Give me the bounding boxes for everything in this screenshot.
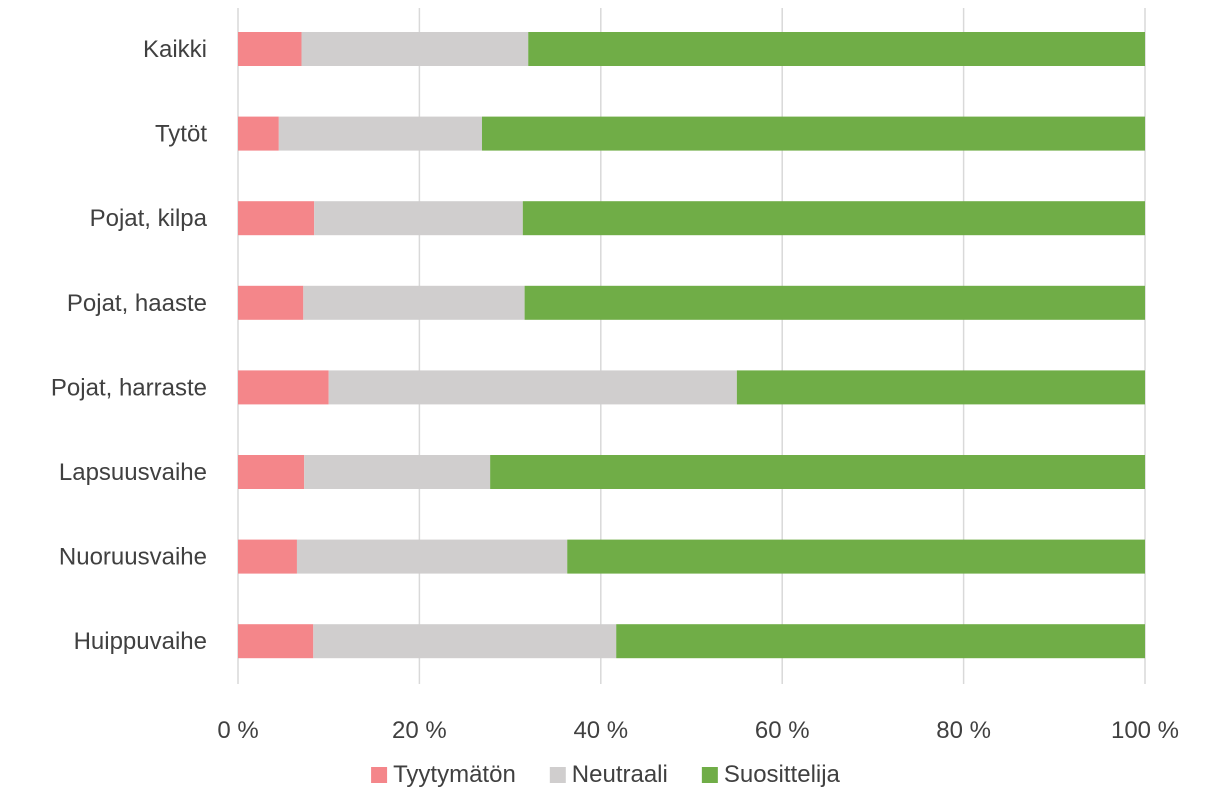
bar-segment-tyytymätön-0: [238, 32, 302, 66]
category-label: Lapsuusvaihe: [59, 459, 207, 486]
bar-segment-suosittelija-0: [528, 32, 1145, 66]
category-label: Kaikki: [143, 36, 207, 63]
category-label: Nuoruusvaihe: [59, 544, 207, 571]
category-label: Pojat, kilpa: [90, 205, 208, 232]
x-tick-label: 60 %: [755, 717, 810, 744]
gridlines: [237, 8, 1146, 684]
legend-swatch: [701, 767, 718, 783]
category-label: Huippuvaihe: [74, 628, 207, 655]
category-label: Pojat, haaste: [67, 290, 207, 317]
bar-segment-suosittelija-5: [490, 455, 1145, 489]
x-tick-label: 40 %: [573, 717, 628, 744]
category-labels: Kaikki Tytöt Pojat, kilpa Pojat, haaste Poja…: [51, 36, 208, 655]
legend: Tyytymätön Neutraali Suosittelija: [371, 761, 841, 788]
legend-item: Suosittelija: [701, 761, 841, 788]
category-label: Tytöt: [155, 121, 207, 148]
bar-segment-tyytymätön-7: [238, 624, 314, 659]
bar-segment-suosittelija-7: [616, 624, 1145, 659]
bar-segment-neutraali-6: [296, 539, 568, 574]
bar-segment-neutraali-2: [314, 201, 523, 236]
bars: [238, 32, 1145, 659]
legend-item: Tyytymätön: [371, 761, 516, 788]
legend-label: Suosittelija: [724, 761, 841, 788]
x-tick-label: 0 %: [217, 717, 258, 744]
bar-segment-tyytymätön-5: [238, 455, 305, 489]
x-tick-labels: 0 % 20 % 40 % 60 % 80 % 100 %: [217, 717, 1179, 744]
bar-segment-suosittelija-2: [522, 201, 1145, 236]
bar-segment-tyytymätön-4: [238, 370, 329, 405]
x-tick-label: 80 %: [936, 717, 991, 744]
legend-swatch: [371, 767, 388, 783]
legend-item: Neutraali: [549, 761, 668, 788]
bar-segment-tyytymätön-2: [238, 201, 315, 236]
x-tick-label: 20 %: [392, 717, 447, 744]
bar-segment-suosittelija-6: [567, 539, 1145, 574]
bar-segment-suosittelija-3: [524, 285, 1145, 320]
legend-label: Neutraali: [572, 761, 668, 788]
bar-segment-neutraali-1: [278, 116, 482, 151]
bar-segment-tyytymätön-1: [238, 116, 279, 151]
category-label: Pojat, harraste: [51, 374, 207, 401]
x-tick-label: 100 %: [1111, 717, 1179, 744]
legend-swatch: [549, 767, 566, 783]
bar-segment-neutraali-0: [301, 32, 529, 66]
bar-segment-neutraali-3: [303, 285, 525, 320]
bar-segment-tyytymätön-6: [238, 539, 297, 574]
bar-segment-neutraali-4: [328, 370, 737, 405]
legend-label: Tyytymätön: [393, 761, 516, 788]
bar-segment-suosittelija-4: [736, 370, 1145, 405]
bar-segment-suosittelija-1: [481, 116, 1145, 151]
bar-segment-tyytymätön-3: [238, 285, 304, 320]
bar-segment-neutraali-5: [304, 455, 491, 489]
bar-segment-neutraali-7: [313, 624, 617, 659]
